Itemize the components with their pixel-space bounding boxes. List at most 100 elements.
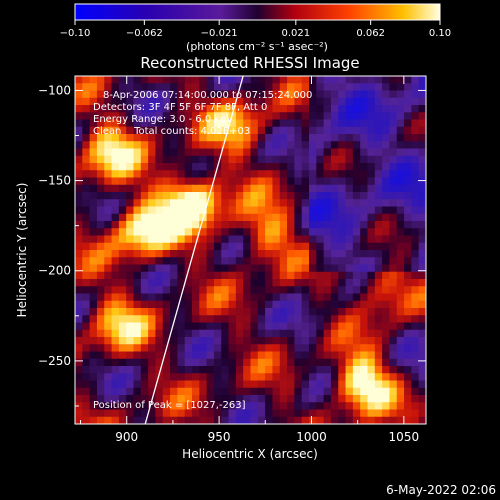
heatmap-cell [133, 373, 142, 382]
heatmap-cell [396, 206, 405, 215]
heatmap-cell [287, 235, 295, 244]
heatmap-cell [330, 119, 339, 128]
heatmap-cell [133, 293, 142, 302]
heatmap-cell [118, 199, 127, 208]
heatmap-cell [338, 344, 347, 353]
heatmap-cell [192, 250, 200, 258]
heatmap-cell [155, 184, 164, 193]
heatmap-cell [192, 344, 200, 353]
heatmap-cell [140, 235, 149, 244]
heatmap-cell [96, 416, 105, 424]
heatmap-cell [221, 373, 230, 382]
heatmap-cell [352, 344, 361, 353]
heatmap-cell [250, 250, 259, 258]
heatmap-cell [360, 344, 369, 353]
heatmap-cell [257, 264, 266, 273]
heatmap-cell [257, 126, 266, 135]
heatmap-cell [265, 395, 274, 403]
heatmap-cell [352, 163, 361, 171]
heatmap-cell [265, 279, 274, 287]
heatmap-cell [155, 134, 164, 142]
heatmap-cell [243, 105, 252, 113]
heatmap-cell [192, 416, 200, 424]
heatmap-cell [82, 199, 91, 208]
heatmap-cell [177, 97, 186, 106]
heatmap-cell [96, 134, 105, 142]
heatmap-cell [257, 286, 266, 295]
heatmap-cell [213, 286, 222, 295]
heatmap-cell [104, 308, 113, 316]
heatmap-cell [250, 199, 259, 208]
heatmap-cell [309, 358, 317, 367]
heatmap-cell [411, 409, 420, 418]
heatmap-cell [382, 192, 391, 200]
heatmap-cell [316, 126, 325, 135]
heatmap-cell [330, 192, 339, 200]
heatmap-cell [148, 300, 157, 309]
heatmap-cell [221, 380, 230, 389]
heatmap-cell [330, 344, 339, 353]
heatmap-cell [272, 126, 281, 135]
heatmap-cell [228, 337, 237, 345]
heatmap-cell [272, 264, 281, 273]
heatmap-cell [345, 105, 354, 113]
heatmap-cell [82, 134, 91, 142]
heatmap-cell [338, 105, 347, 113]
heatmap-cell [330, 300, 339, 309]
heatmap-cell [287, 264, 295, 273]
heatmap-cell [301, 387, 310, 396]
colorbar [74, 3, 441, 21]
heatmap-cell [345, 221, 354, 229]
heatmap-cell [126, 409, 135, 418]
heatmap-cell [418, 300, 426, 309]
heatmap-cell [162, 83, 171, 92]
heatmap-cell [309, 119, 317, 128]
heatmap-cells [75, 76, 426, 424]
heatmap-cell [265, 76, 274, 84]
heatmap-cell [316, 329, 325, 338]
heatmap-cell [235, 134, 244, 142]
heatmap-cell [418, 242, 426, 251]
heatmap-cell [345, 242, 354, 251]
heatmap-cell [316, 163, 325, 171]
heatmap-cell [221, 264, 230, 273]
heatmap-cell [301, 126, 310, 135]
heatmap-cell [111, 387, 120, 396]
heatmap-cell [250, 264, 259, 273]
heatmap-cell [294, 329, 303, 338]
heatmap-cell [411, 257, 420, 266]
heatmap-cell [111, 184, 120, 193]
heatmap-cell [96, 351, 105, 360]
heatmap-cell [294, 199, 303, 208]
heatmap-cell [228, 90, 237, 99]
heatmap-cell [118, 76, 127, 84]
heatmap-cell [75, 213, 83, 222]
heatmap-cell [360, 271, 369, 280]
heatmap-cell [213, 141, 222, 150]
heatmap-cell [155, 416, 164, 424]
heatmap-cell [352, 141, 361, 150]
heatmap-cell [279, 148, 288, 157]
heatmap-cell [309, 337, 317, 345]
heatmap-cell [250, 213, 259, 222]
heatmap-cell [250, 235, 259, 244]
heatmap-cell [155, 279, 164, 287]
heatmap-cell [404, 141, 412, 150]
heatmap-cell [367, 83, 376, 92]
heatmap-cell [279, 206, 288, 215]
heatmap-cell [213, 300, 222, 309]
heatmap-cell [411, 286, 420, 295]
heatmap-cell [162, 264, 171, 273]
heatmap-cell [323, 242, 332, 251]
heatmap-cell [389, 148, 398, 157]
heatmap-cell [330, 105, 339, 113]
heatmap-cell [235, 344, 244, 353]
heatmap-cell [213, 90, 222, 99]
heatmap-cell [396, 83, 405, 92]
heatmap-cell [75, 416, 83, 424]
heatmap-cell [250, 192, 259, 200]
heatmap-cell [309, 250, 317, 258]
heatmap-cell [184, 112, 193, 121]
heatmap-cell [272, 206, 281, 215]
heatmap-cell [338, 141, 347, 150]
